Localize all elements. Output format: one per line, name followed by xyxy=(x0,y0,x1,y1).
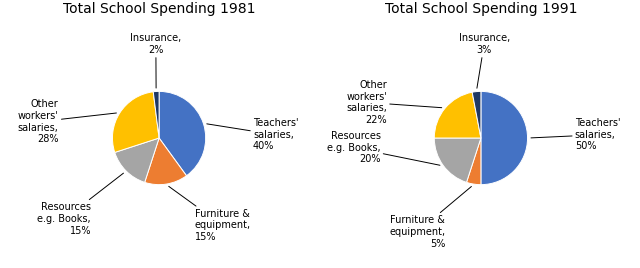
Wedge shape xyxy=(435,92,481,138)
Text: Other
workers'
salaries,
22%: Other workers' salaries, 22% xyxy=(346,80,442,125)
Title: Total School Spending 1991: Total School Spending 1991 xyxy=(385,2,577,16)
Wedge shape xyxy=(481,91,527,185)
Wedge shape xyxy=(153,91,159,138)
Text: Furniture &
equipment,
5%: Furniture & equipment, 5% xyxy=(389,187,472,248)
Text: Insurance,
2%: Insurance, 2% xyxy=(130,33,182,88)
Text: Furniture &
equipment,
15%: Furniture & equipment, 15% xyxy=(169,186,251,242)
Wedge shape xyxy=(472,91,481,138)
Text: Teachers'
salaries,
40%: Teachers' salaries, 40% xyxy=(207,118,298,151)
Text: Insurance,
3%: Insurance, 3% xyxy=(458,33,510,88)
Wedge shape xyxy=(113,92,159,152)
Text: Teachers'
salaries,
50%: Teachers' salaries, 50% xyxy=(531,118,620,151)
Wedge shape xyxy=(145,138,186,185)
Text: Resources
e.g. Books,
15%: Resources e.g. Books, 15% xyxy=(38,173,124,236)
Wedge shape xyxy=(115,138,159,182)
Wedge shape xyxy=(159,91,205,176)
Text: Resources
e.g. Books,
20%: Resources e.g. Books, 20% xyxy=(327,131,440,165)
Text: Other
workers'
salaries,
28%: Other workers' salaries, 28% xyxy=(18,99,116,144)
Title: Total School Spending 1981: Total School Spending 1981 xyxy=(63,2,255,16)
Wedge shape xyxy=(467,138,481,185)
Wedge shape xyxy=(435,138,481,182)
